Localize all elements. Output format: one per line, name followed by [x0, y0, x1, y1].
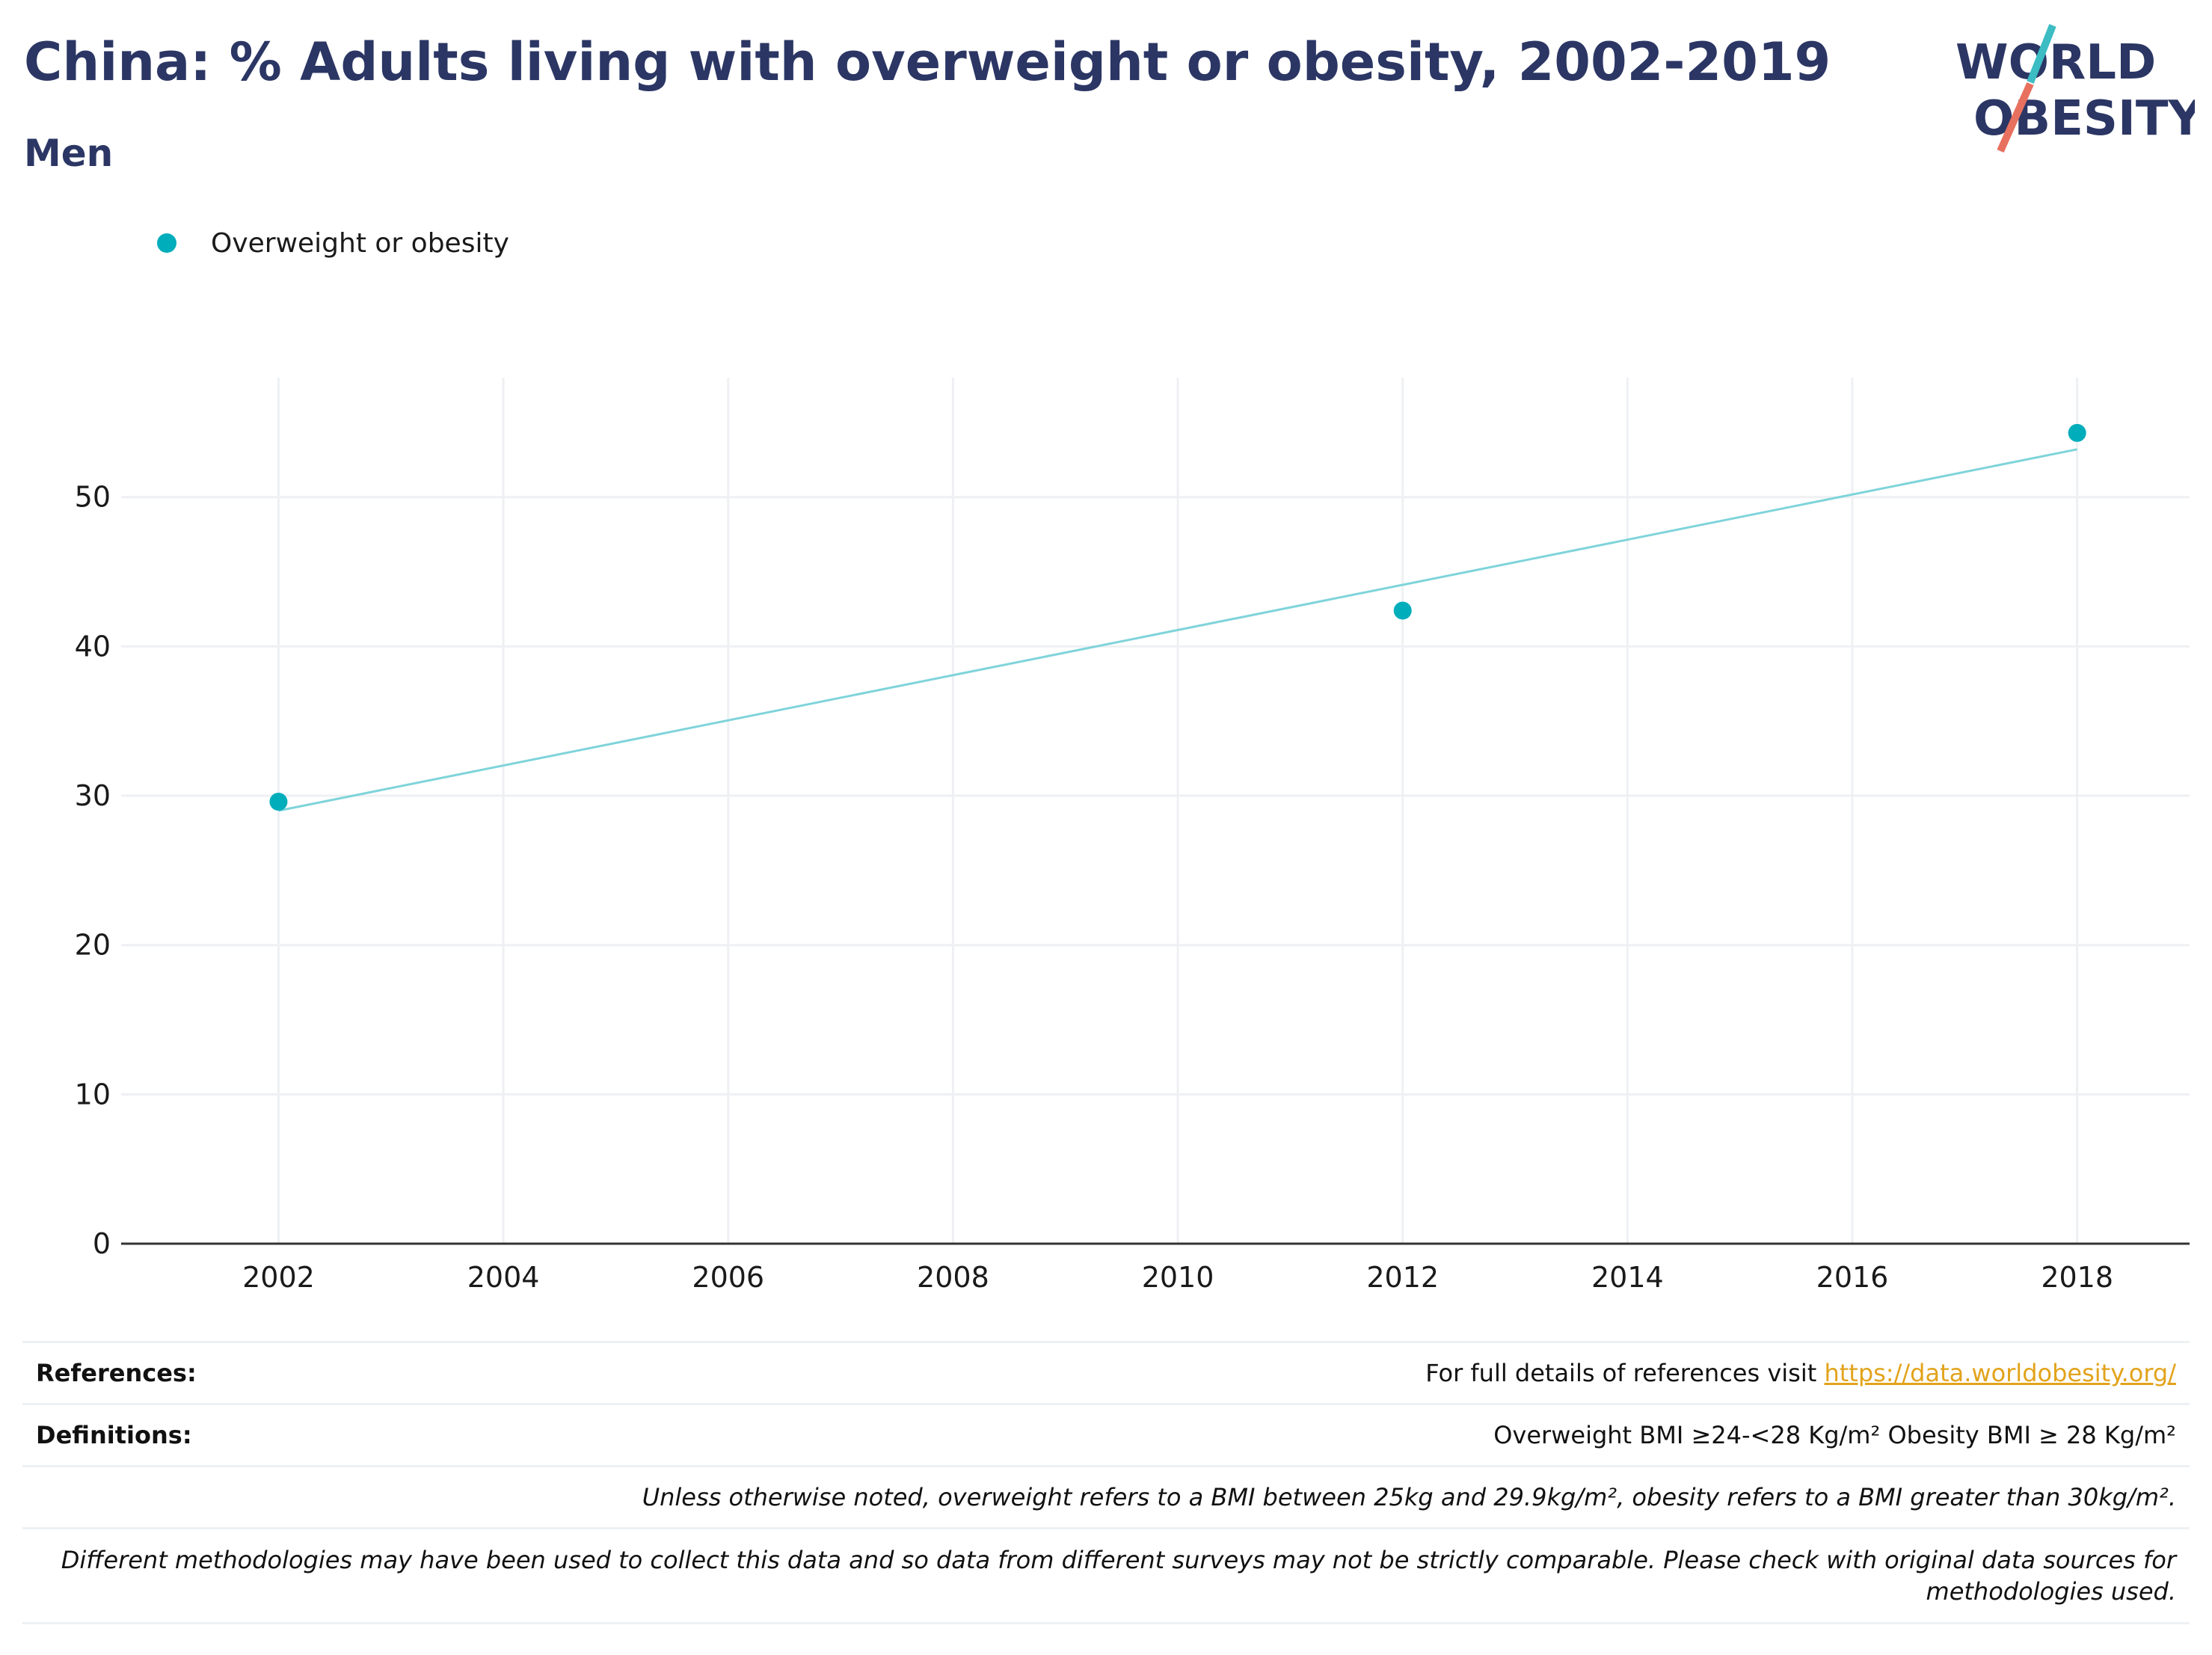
references-text: For full details of references visit htt…	[1425, 1359, 2190, 1387]
y-tick-label: 30	[75, 779, 111, 812]
world-obesity-logo: WORLD OBESITY	[1956, 24, 2195, 153]
x-tick-label: 2014	[1591, 1261, 1664, 1294]
y-tick-label: 0	[93, 1227, 111, 1260]
data-point	[2068, 423, 2086, 442]
footer-note2-row: Different methodologies may have been us…	[22, 1527, 2190, 1624]
logo-line1: WORLD	[1956, 35, 2156, 90]
data-point	[1393, 601, 1412, 620]
y-tick-label: 50	[75, 481, 111, 514]
x-tick-label: 2008	[917, 1261, 989, 1294]
footer-references-row: References: For full details of referenc…	[22, 1341, 2190, 1403]
logo-slash-coral	[1997, 82, 2034, 153]
x-tick-label: 2016	[1816, 1261, 1889, 1294]
legend: Overweight or obesity	[157, 224, 509, 262]
footer-definitions-row: Definitions: Overweight BMI ≥24-<28 Kg/m…	[22, 1403, 2190, 1465]
definitions-text: Overweight BMI ≥24-<28 Kg/m² Obesity BMI…	[1493, 1421, 2176, 1449]
x-tick-label: 2002	[242, 1261, 315, 1294]
x-tick-label: 2018	[2041, 1261, 2113, 1294]
chart-subtitle: Men	[24, 132, 114, 175]
data-point	[269, 793, 288, 811]
footer-note2-line2: methodologies used.	[1926, 1577, 2176, 1606]
trend-line	[278, 448, 2077, 812]
y-tick-label: 20	[75, 929, 111, 962]
x-tick-label: 2010	[1142, 1261, 1214, 1294]
footer-note2-line1: Different methodologies may have been us…	[61, 1546, 2176, 1574]
footer: References: For full details of referenc…	[22, 1341, 2190, 1624]
logo-slash-teal	[2027, 24, 2056, 84]
x-tick-label: 2006	[692, 1261, 764, 1294]
references-label: References:	[36, 1359, 197, 1387]
footer-note1: Unless otherwise noted, overweight refer…	[642, 1483, 2176, 1511]
legend-label: Overweight or obesity	[211, 227, 509, 259]
footer-note2: Different methodologies may have been us…	[61, 1544, 2190, 1607]
y-tick-label: 10	[75, 1078, 111, 1111]
footer-note1-row: Unless otherwise noted, overweight refer…	[22, 1465, 2190, 1527]
x-tick-label: 2004	[467, 1261, 540, 1294]
definitions-label: Definitions:	[36, 1421, 192, 1449]
y-tick-label: 40	[75, 630, 111, 663]
chart-title: China: % Adults living with overweight o…	[24, 31, 1831, 93]
legend-marker	[157, 233, 176, 253]
references-link[interactable]: https://data.worldobesity.org/	[1824, 1359, 2176, 1387]
x-tick-label: 2012	[1366, 1261, 1439, 1294]
references-prefix: For full details of references visit	[1425, 1359, 1825, 1387]
chart-plot: 2002 2004 2006 2008 2010 2012 2014 2016 2018 0 10 2…	[75, 378, 2190, 1294]
